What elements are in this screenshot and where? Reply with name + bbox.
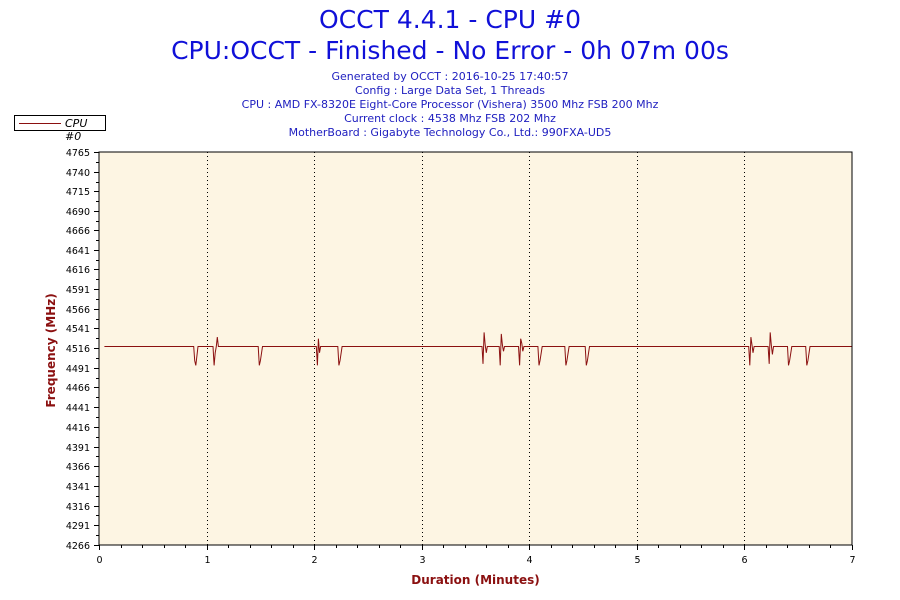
- y-axis-title: Frequency (MHz): [44, 293, 58, 407]
- y-tick-label: 4266: [66, 541, 90, 552]
- y-tick-label: 4516: [66, 344, 90, 355]
- legend-label: CPU #0: [65, 117, 88, 143]
- x-tick-label: 1: [204, 555, 210, 566]
- grid-lines: [207, 152, 745, 545]
- x-tick-label: 3: [419, 555, 425, 566]
- y-tick-label: 4765: [66, 148, 90, 159]
- info-current-clock: Current clock : 4538 Mhz FSB 202 Mhz: [344, 112, 556, 125]
- y-tick-label: 4416: [66, 423, 90, 434]
- series-line-cpu0: [104, 332, 852, 366]
- chart-subtitle: CPU:OCCT - Finished - No Error - 0h 07m …: [171, 36, 729, 65]
- x-tick-label: 5: [634, 555, 640, 566]
- chart-title: OCCT 4.4.1 - CPU #0: [319, 5, 581, 34]
- y-tick-label: 4341: [66, 482, 90, 493]
- y-tick-label: 4591: [66, 285, 90, 296]
- x-axis-ticks: 0 1 2 3 4 5 6 7: [96, 545, 856, 566]
- y-tick-label: 4491: [66, 364, 90, 375]
- y-tick-label: 4291: [66, 521, 90, 532]
- legend: CPU #0: [14, 115, 106, 143]
- x-tick-label: 7: [849, 555, 855, 566]
- y-tick-label: 4666: [66, 226, 90, 237]
- x-tick-label: 2: [311, 555, 317, 566]
- y-tick-label: 4566: [66, 305, 90, 316]
- plot-background: [99, 152, 852, 545]
- info-motherboard: MotherBoard : Gigabyte Technology Co., L…: [288, 126, 612, 139]
- y-tick-label: 4616: [66, 265, 90, 276]
- y-tick-label: 4466: [66, 383, 90, 394]
- y-tick-label: 4391: [66, 443, 90, 454]
- y-tick-label: 4641: [66, 246, 90, 257]
- y-tick-label: 4740: [66, 168, 90, 179]
- y-tick-label: 4541: [66, 324, 90, 335]
- y-tick-label: 4715: [66, 187, 90, 198]
- x-tick-label: 0: [96, 555, 102, 566]
- y-tick-label: 4366: [66, 462, 90, 473]
- x-tick-label: 6: [741, 555, 747, 566]
- y-tick-label: 4316: [66, 502, 90, 513]
- y-tick-label: 4690: [66, 207, 90, 218]
- x-tick-label: 4: [526, 555, 532, 566]
- y-axis-ticks: 4266 4291 4316 4341 4366 4391 4416 4441 4466 4491…: [66, 148, 99, 552]
- info-cpu: CPU : AMD FX-8320E Eight-Core Processor …: [241, 98, 659, 111]
- info-config: Config : Large Data Set, 1 Threads: [355, 84, 545, 97]
- plot-frame: [98, 151, 853, 546]
- legend-swatch: [19, 123, 61, 124]
- x-axis-title: Duration (Minutes): [411, 573, 539, 587]
- info-generated: Generated by OCCT : 2016-10-25 17:40:57: [331, 70, 569, 83]
- y-tick-label: 4441: [66, 403, 90, 414]
